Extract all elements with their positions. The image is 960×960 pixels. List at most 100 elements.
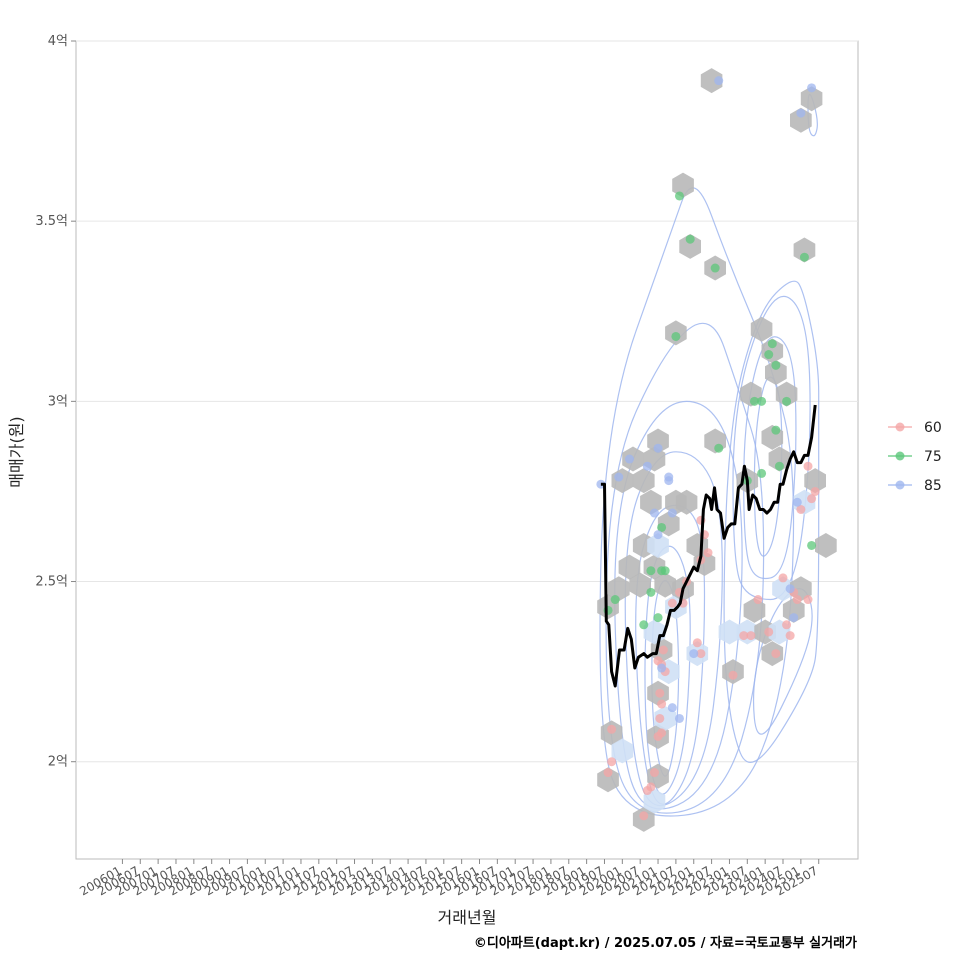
y-tick-label: 2.5억 <box>35 575 68 590</box>
hexbin-cell <box>772 576 794 602</box>
hexbin-cell <box>654 572 676 598</box>
point-85 <box>664 472 674 482</box>
point-60 <box>696 649 706 659</box>
hexbin-cell <box>629 572 651 598</box>
point-75 <box>774 461 784 471</box>
hexbin-cell <box>647 428 669 454</box>
point-60 <box>655 688 665 698</box>
hexbin-cell <box>700 68 723 94</box>
point-85 <box>649 508 659 518</box>
hexbin-cell <box>815 533 837 558</box>
point-85 <box>667 703 677 713</box>
hexbin-cell <box>654 706 676 731</box>
point-85 <box>789 613 799 623</box>
legend-swatch-60-dot <box>895 422 905 432</box>
point-60 <box>653 656 663 666</box>
point-75 <box>807 540 817 550</box>
y-tick-label: 2억 <box>48 755 68 770</box>
hexbin-cell <box>782 597 805 623</box>
point-60 <box>657 699 667 709</box>
hexbin-cell <box>790 107 812 133</box>
point-75 <box>764 350 774 360</box>
point-75 <box>639 620 649 630</box>
point-60 <box>810 486 820 496</box>
point-60 <box>646 782 656 792</box>
point-85 <box>792 497 802 507</box>
point-75 <box>799 252 809 262</box>
hexbin-cell <box>743 597 766 623</box>
hexbin-cell <box>672 172 694 198</box>
point-85 <box>657 663 667 673</box>
hexbin-cell <box>679 233 701 259</box>
point-75 <box>710 263 720 273</box>
point-75 <box>771 425 781 435</box>
point-75 <box>757 396 767 406</box>
point-60 <box>782 620 792 630</box>
point-75 <box>749 396 759 406</box>
hexbin-cell <box>607 576 630 602</box>
point-60 <box>607 724 617 734</box>
hexbin-cell <box>632 468 655 494</box>
point-60 <box>603 768 613 778</box>
point-75 <box>757 468 767 478</box>
point-75 <box>782 396 792 406</box>
point-60 <box>692 638 702 648</box>
point-60 <box>739 631 749 641</box>
y-axis-ticks: 2억 2.5억 3억 3.5억 4억 <box>35 34 76 770</box>
point-75 <box>610 595 620 605</box>
point-75 <box>685 234 695 244</box>
legend-item-85: 85 <box>888 478 942 494</box>
point-60 <box>655 713 665 723</box>
point-85 <box>796 108 806 118</box>
point-60 <box>658 645 668 655</box>
point-60 <box>803 461 813 471</box>
point-60 <box>728 670 738 680</box>
point-85 <box>653 530 663 540</box>
hexbin-cell <box>765 360 787 385</box>
hexbin-cell <box>750 316 773 342</box>
hexbin-cell <box>768 446 791 472</box>
point-75 <box>646 587 656 597</box>
point-85 <box>667 508 677 518</box>
x-axis-ticks: 2006012006072007012007072008012008072009… <box>77 859 820 899</box>
point-60 <box>639 811 649 821</box>
density-contour <box>723 280 820 763</box>
source-caption: ©디아파트(dapt.kr) / 2025.07.05 / 자료=국토교통부 실… <box>474 935 857 951</box>
point-85 <box>785 584 795 594</box>
point-60 <box>785 631 795 641</box>
point-75 <box>657 522 667 532</box>
hexbin-cell <box>775 381 798 407</box>
legend-label-60: 60 <box>924 420 942 436</box>
point-75 <box>671 331 681 341</box>
point-85 <box>653 443 663 453</box>
point-75 <box>767 339 777 349</box>
point-60 <box>771 649 781 659</box>
median-line-layer <box>600 404 817 688</box>
legend: 60 75 85 <box>888 420 942 494</box>
point-60 <box>649 768 659 778</box>
point-60 <box>796 504 806 514</box>
plot-background <box>75 40 859 860</box>
point-85 <box>674 713 684 723</box>
point-60 <box>703 548 713 558</box>
legend-label-75: 75 <box>924 449 942 465</box>
point-75 <box>714 443 724 453</box>
hexbin-cell <box>597 767 619 793</box>
hexbin-cell <box>800 86 823 112</box>
point-60 <box>792 595 802 605</box>
y-tick-label: 3.5억 <box>35 214 68 229</box>
legend-swatch-75-dot <box>895 451 905 461</box>
point-60 <box>778 573 788 583</box>
legend-label-85: 85 <box>924 478 942 494</box>
legend-item-75: 75 <box>888 449 942 465</box>
point-85 <box>807 83 817 93</box>
y-tick-label: 3억 <box>48 394 68 409</box>
median-price-line <box>600 404 817 688</box>
point-60 <box>607 757 617 767</box>
point-60 <box>764 627 774 637</box>
point-85 <box>624 454 634 464</box>
density-contour <box>624 451 723 807</box>
point-60 <box>746 631 756 641</box>
hexbin-cell <box>611 738 634 764</box>
